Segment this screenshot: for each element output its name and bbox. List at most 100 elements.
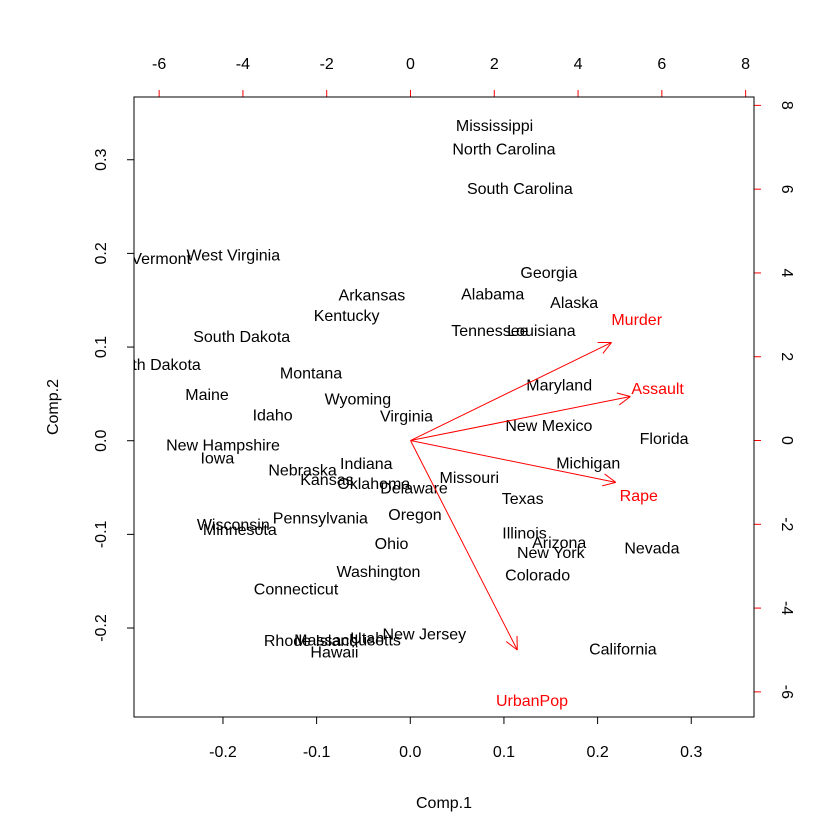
state-label: South Carolina bbox=[467, 181, 573, 198]
state-label: Rhode Island bbox=[264, 633, 358, 650]
right-tick-label: -6 bbox=[778, 685, 795, 699]
x-axis-title: Comp.1 bbox=[416, 795, 472, 812]
right-tick-label: -2 bbox=[778, 517, 795, 531]
state-label: Missouri bbox=[440, 470, 500, 487]
right-tick-label: 0 bbox=[778, 436, 795, 445]
bottom-x-axis: -0.2 -0.1 0.0 0.1 0.2 0.3 bbox=[209, 716, 702, 761]
right-tick-label: -4 bbox=[778, 601, 795, 615]
state-label: Utah bbox=[350, 630, 384, 647]
loading-label: UrbanPop bbox=[496, 693, 568, 710]
x-tick-label: 0.1 bbox=[493, 744, 515, 761]
state-label: Maine bbox=[185, 387, 229, 404]
right-tick-label: 6 bbox=[778, 185, 795, 194]
state-label: Ohio bbox=[375, 536, 409, 553]
top-tick-label: -4 bbox=[236, 56, 250, 73]
top-tick-label: 0 bbox=[406, 56, 415, 73]
y-tick-label: -0.2 bbox=[93, 614, 110, 642]
state-label: Montana bbox=[280, 365, 342, 382]
state-label: Maryland bbox=[526, 378, 592, 395]
loading-arrow bbox=[410, 440, 616, 483]
state-label: New Mexico bbox=[505, 418, 592, 435]
top-tick-label: -2 bbox=[320, 56, 334, 73]
loading-arrows: Murder Assault UrbanPop Rape bbox=[410, 312, 684, 710]
state-label: North Carolina bbox=[452, 142, 555, 159]
state-label: Delaware bbox=[380, 481, 448, 498]
state-label: New York bbox=[517, 545, 586, 562]
state-label: Indiana bbox=[340, 456, 393, 473]
state-label: Iowa bbox=[200, 451, 234, 468]
state-label: Colorado bbox=[505, 568, 570, 585]
top-tick-label: -6 bbox=[152, 56, 166, 73]
state-label: Oregon bbox=[388, 507, 441, 524]
top-tick-label: 8 bbox=[741, 56, 750, 73]
loading-label: Rape bbox=[620, 488, 658, 505]
state-label: California bbox=[589, 642, 657, 659]
state-label: Nevada bbox=[624, 540, 679, 557]
state-label: Hawaii bbox=[310, 644, 358, 661]
top-x-axis: -6 -4 -2 0 2 4 6 8 bbox=[152, 56, 750, 98]
x-tick-label: 0.3 bbox=[680, 744, 702, 761]
arrow-head bbox=[602, 342, 612, 354]
arrow-head bbox=[604, 473, 617, 483]
state-label: Texas bbox=[502, 491, 544, 508]
y-tick-label: 0.0 bbox=[93, 429, 110, 451]
state-label: Connecticut bbox=[254, 582, 339, 599]
arrow-head bbox=[616, 392, 631, 398]
state-label: West Virginia bbox=[186, 247, 280, 264]
state-label: Wisconsin bbox=[197, 517, 270, 534]
state-label: Kansas bbox=[300, 472, 353, 489]
arrow-head bbox=[618, 396, 631, 406]
observation-labels: Mississippi North Carolina South Carolina W… bbox=[107, 118, 689, 661]
state-label: Alaska bbox=[550, 295, 598, 312]
loading-arrow bbox=[410, 440, 518, 651]
y-tick-label: 0.3 bbox=[93, 149, 110, 171]
arrow-head bbox=[602, 481, 616, 487]
x-tick-label: 0.0 bbox=[399, 744, 421, 761]
state-label: Idaho bbox=[253, 407, 293, 424]
state-label: Nebraska bbox=[268, 463, 337, 480]
state-label: Tennessee bbox=[451, 323, 528, 340]
state-label: Florida bbox=[640, 431, 689, 448]
loading-label: Murder bbox=[611, 312, 662, 329]
state-label: Minnesota bbox=[203, 522, 277, 539]
right-tick-label: 8 bbox=[778, 101, 795, 110]
state-label: Kentucky bbox=[314, 308, 380, 325]
x-tick-label: -0.1 bbox=[303, 744, 331, 761]
top-tick-label: 2 bbox=[490, 56, 499, 73]
state-label: Mississippi bbox=[456, 118, 533, 135]
state-label: Arkansas bbox=[339, 288, 406, 305]
state-label: North Dakota bbox=[107, 357, 201, 374]
y-tick-label: 0.1 bbox=[93, 336, 110, 358]
state-label: Virginia bbox=[380, 408, 433, 425]
state-label: New Jersey bbox=[383, 627, 467, 644]
state-label: Michigan bbox=[556, 455, 620, 472]
loading-label: Assault bbox=[631, 381, 684, 398]
state-label: Louisiana bbox=[507, 323, 576, 340]
right-y-axis: -6 -4 -2 0 2 4 6 8 bbox=[753, 101, 795, 699]
state-label: Pennsylvania bbox=[273, 511, 368, 528]
y-tick-label: 0.2 bbox=[93, 242, 110, 264]
top-tick-label: 4 bbox=[574, 56, 583, 73]
plot-frame bbox=[133, 96, 755, 718]
state-label: Oklahoma bbox=[337, 476, 410, 493]
left-y-axis: -0.2 -0.1 0.0 0.1 0.2 0.3 bbox=[93, 149, 135, 642]
right-tick-label: 4 bbox=[778, 268, 795, 277]
state-label: Washington bbox=[336, 564, 420, 581]
loading-arrow bbox=[410, 396, 631, 442]
state-label: Wyoming bbox=[325, 392, 392, 409]
y-tick-label: -0.1 bbox=[93, 520, 110, 548]
state-label: Alabama bbox=[461, 287, 524, 304]
x-tick-label: -0.2 bbox=[209, 744, 237, 761]
top-tick-label: 6 bbox=[657, 56, 666, 73]
right-tick-label: 2 bbox=[778, 352, 795, 361]
state-label: Illinois bbox=[502, 525, 546, 542]
state-label: South Dakota bbox=[193, 329, 290, 346]
state-label: New Hampshire bbox=[166, 437, 280, 454]
state-label: Georgia bbox=[520, 265, 577, 282]
arrow-head bbox=[505, 641, 518, 651]
state-label: Arizona bbox=[532, 535, 586, 552]
y-axis-title: Comp.2 bbox=[45, 379, 62, 435]
state-label: Vermont bbox=[131, 251, 191, 268]
x-tick-label: 0.2 bbox=[586, 744, 608, 761]
